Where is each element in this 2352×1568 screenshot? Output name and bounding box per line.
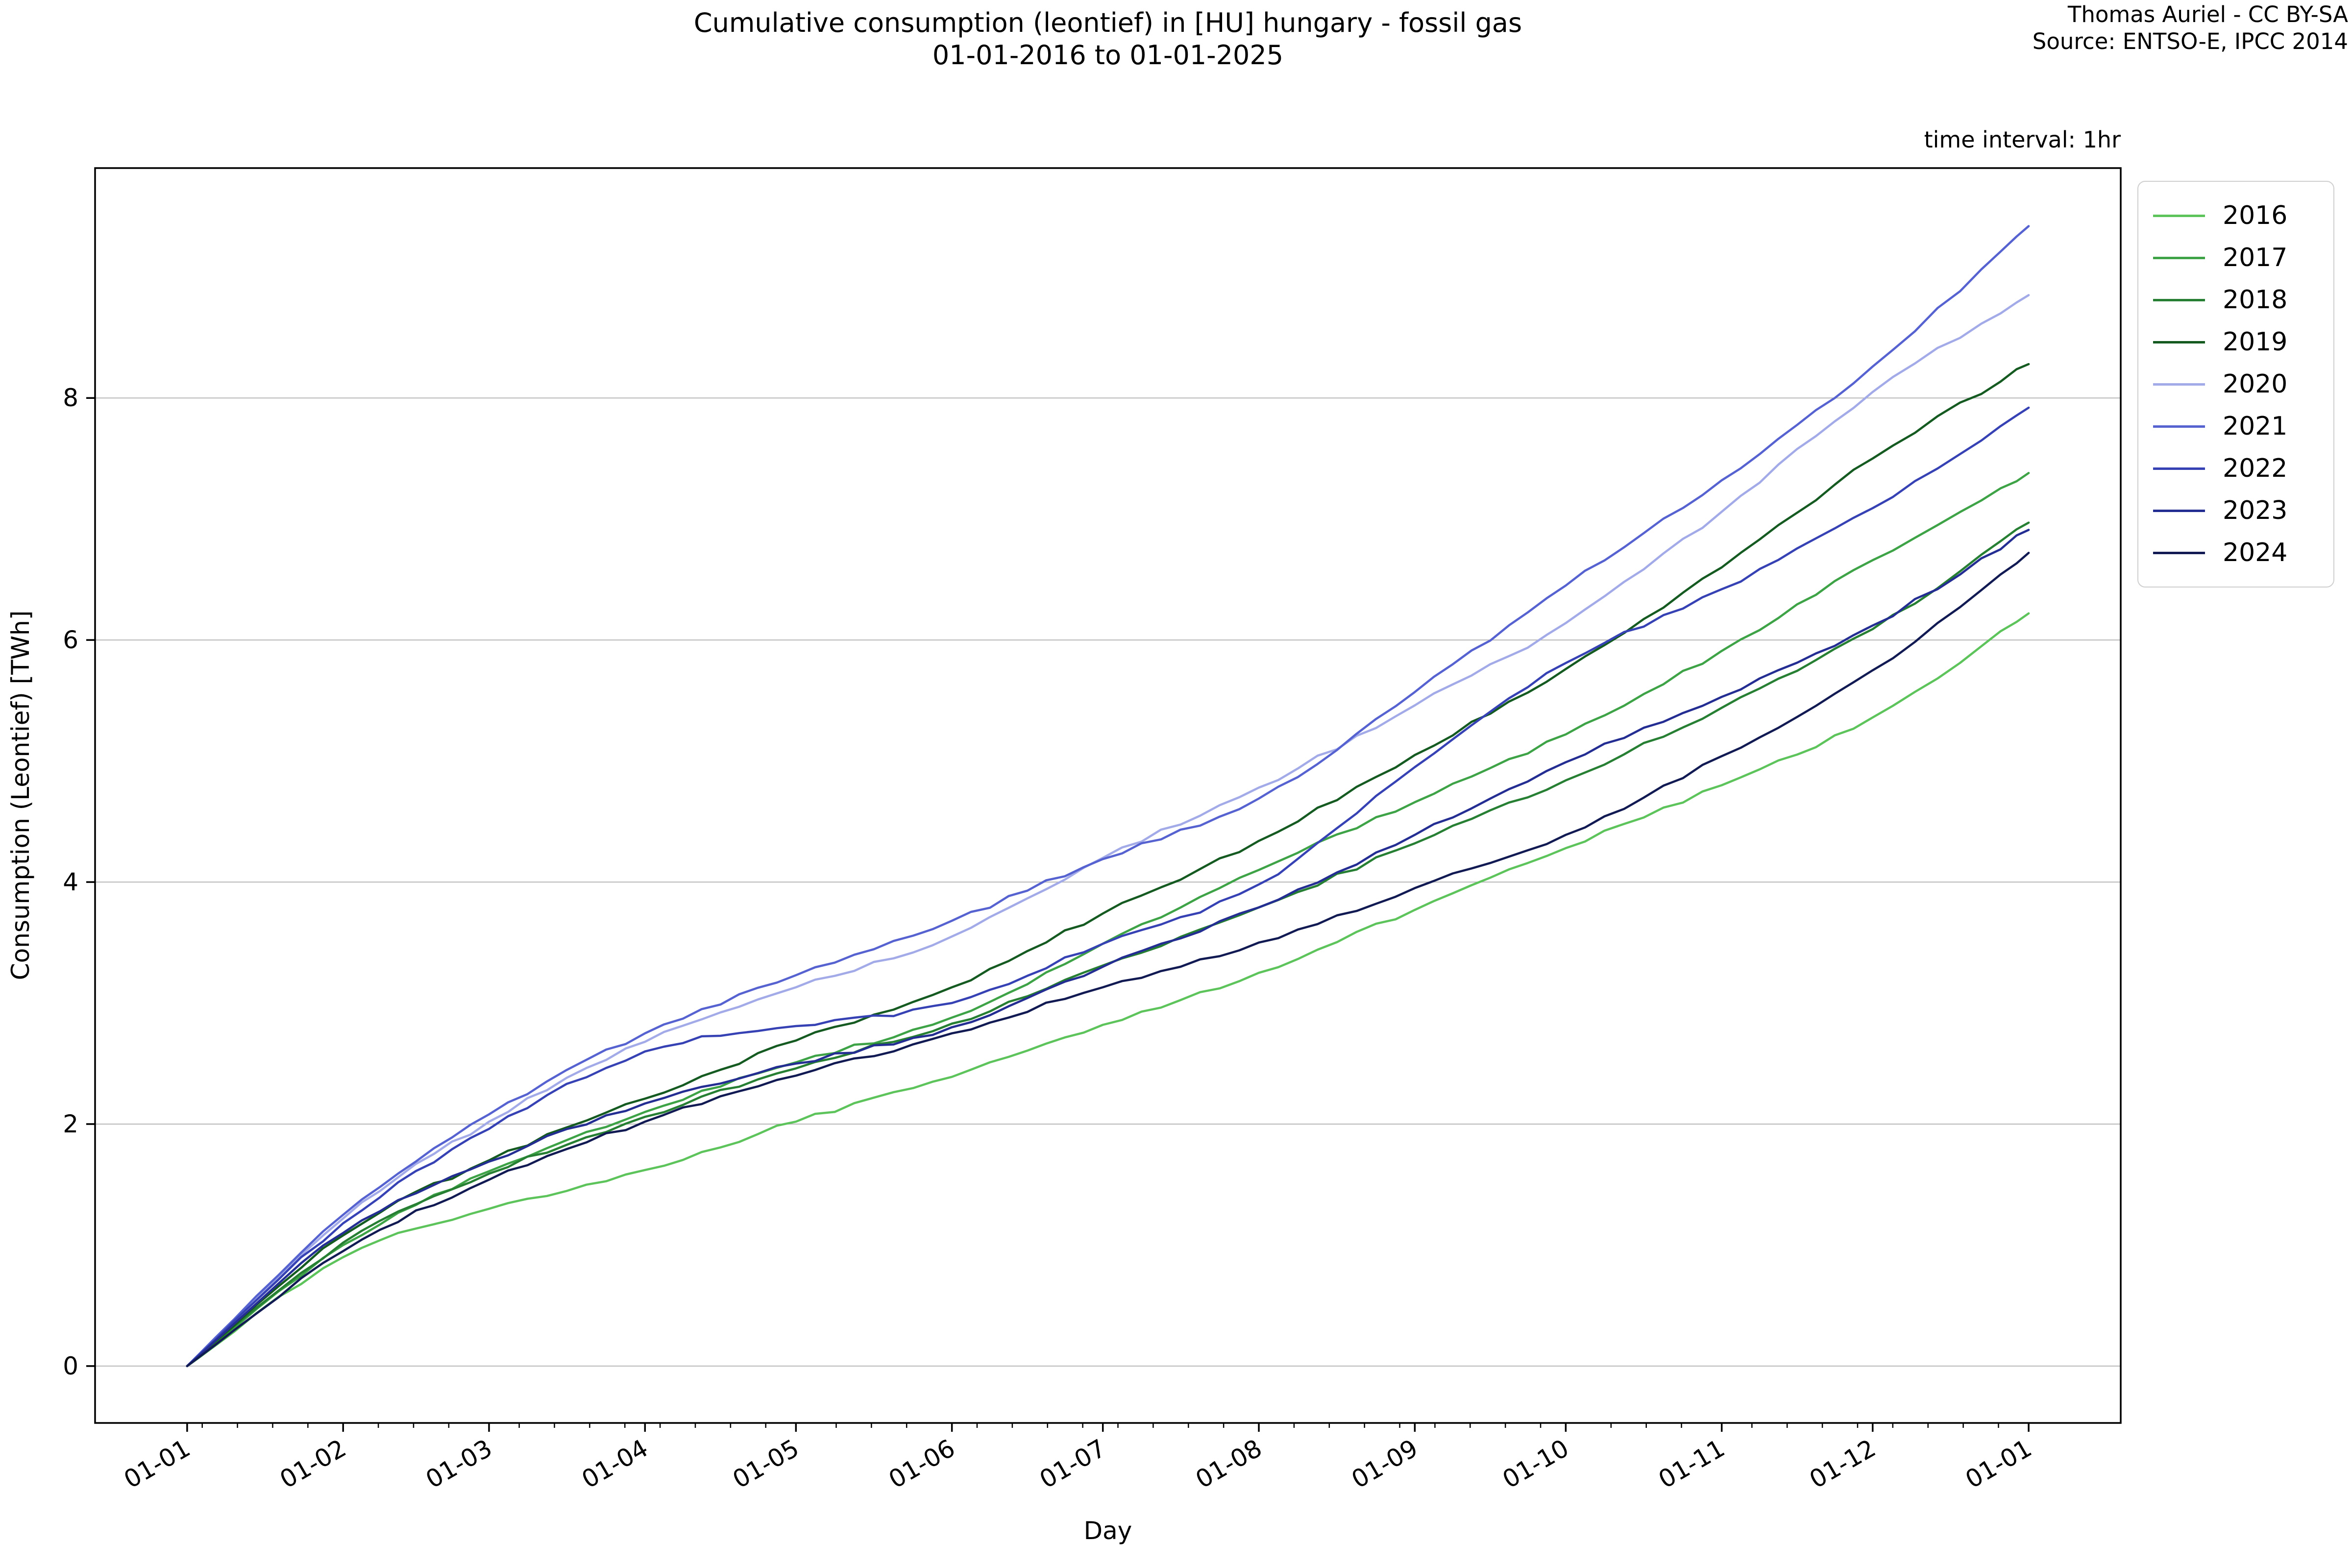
y-tick-label: 0 — [63, 1352, 78, 1380]
credit-annotation: Thomas Auriel - CC BY-SA Source: ENTSO-E… — [2033, 1, 2348, 55]
x-tick-label: 01-05 — [728, 1434, 804, 1494]
legend-swatch-2019 — [2153, 341, 2205, 343]
series-line-2022 — [186, 406, 2030, 1368]
x-axis-label: Day — [1083, 1517, 1132, 1545]
chart-title-line2: 01-01-2016 to 01-01-2025 — [932, 40, 1284, 71]
legend-label-2018: 2018 — [2223, 285, 2288, 315]
legend-swatch-2023 — [2153, 509, 2205, 512]
legend-swatch-2016 — [2153, 214, 2205, 217]
x-tick-label: 01-01 — [119, 1434, 195, 1494]
legend-item-2021: 2021 — [2138, 405, 2333, 447]
x-tick-label: 01-01 — [1960, 1434, 2036, 1494]
legend-label-2021: 2021 — [2223, 412, 2288, 441]
legend-label-2019: 2019 — [2223, 327, 2288, 357]
legend-item-2016: 2016 — [2138, 195, 2333, 237]
legend-swatch-2020 — [2153, 383, 2205, 386]
legend-item-2020: 2020 — [2138, 363, 2333, 405]
series-line-2019 — [186, 363, 2030, 1368]
legend-label-2017: 2017 — [2223, 243, 2288, 272]
y-tick-label: 4 — [63, 868, 78, 896]
x-tick-label: 01-06 — [884, 1434, 960, 1494]
legend-swatch-2024 — [2153, 551, 2205, 554]
x-tick-label: 01-04 — [577, 1434, 653, 1494]
legend: 2016 2017 2018 2019 2020 2021 2022 2023 2024 — [2137, 181, 2334, 588]
y-tick-label: 8 — [63, 384, 78, 412]
x-tick-label: 01-07 — [1035, 1434, 1111, 1494]
series-line-2023 — [186, 529, 2030, 1368]
chart-title: Cumulative consumption (leontief) in [HU… — [95, 7, 2121, 72]
legend-item-2024: 2024 — [2138, 532, 2333, 574]
series-line-2017 — [186, 472, 2030, 1368]
x-tick-label: 01-12 — [1805, 1434, 1881, 1494]
legend-swatch-2017 — [2153, 256, 2205, 259]
credit-author: Thomas Auriel - CC BY-SA — [2067, 1, 2348, 27]
legend-swatch-2021 — [2153, 425, 2205, 428]
x-tick-label: 01-08 — [1191, 1434, 1267, 1494]
legend-label-2023: 2023 — [2223, 496, 2288, 525]
series-line-2016 — [186, 612, 2030, 1368]
legend-item-2023: 2023 — [2138, 490, 2333, 532]
series-line-2021 — [186, 225, 2030, 1368]
x-tick-label: 01-03 — [421, 1434, 497, 1494]
legend-label-2024: 2024 — [2223, 538, 2288, 567]
credit-source: Source: ENTSO-E, IPCC 2014 — [2032, 28, 2348, 54]
series-line-2024 — [186, 552, 2030, 1368]
legend-item-2019: 2019 — [2138, 321, 2333, 363]
y-tick-label: 2 — [63, 1110, 78, 1138]
y-tick-label: 6 — [63, 626, 78, 654]
x-tick-label: 01-10 — [1498, 1434, 1574, 1494]
series-line-2020 — [186, 294, 2030, 1368]
legend-swatch-2018 — [2153, 298, 2205, 301]
legend-item-2017: 2017 — [2138, 237, 2333, 279]
legend-label-2020: 2020 — [2223, 369, 2288, 399]
plot-border — [94, 167, 2122, 1424]
legend-label-2016: 2016 — [2223, 201, 2288, 230]
legend-item-2018: 2018 — [2138, 279, 2333, 321]
x-tick-label: 01-11 — [1654, 1434, 1730, 1494]
legend-label-2022: 2022 — [2223, 454, 2288, 483]
time-interval-note: time interval: 1hr — [1924, 126, 2121, 153]
x-tick-label: 01-02 — [275, 1434, 351, 1494]
series-line-2018 — [186, 521, 2030, 1368]
legend-item-2022: 2022 — [2138, 447, 2333, 490]
chart-title-line1: Cumulative consumption (leontief) in [HU… — [693, 7, 1522, 38]
legend-swatch-2022 — [2153, 467, 2205, 470]
x-tick-label: 01-09 — [1347, 1434, 1423, 1494]
